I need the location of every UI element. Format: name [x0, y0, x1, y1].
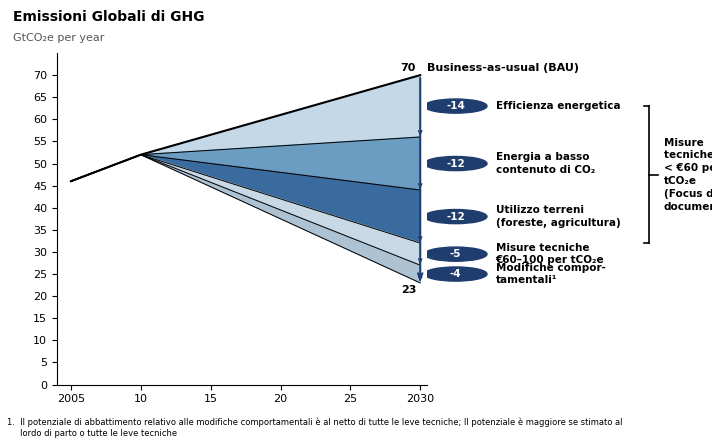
Text: -12: -12	[446, 212, 465, 221]
Text: Efficienza energetica: Efficienza energetica	[496, 101, 620, 111]
Ellipse shape	[424, 99, 487, 113]
Text: Utilizzo terreni
(foreste, agricultura): Utilizzo terreni (foreste, agricultura)	[496, 206, 620, 228]
Polygon shape	[71, 155, 420, 265]
Text: Modifiche compor-
tamentali¹: Modifiche compor- tamentali¹	[496, 263, 605, 285]
Polygon shape	[71, 75, 420, 181]
Ellipse shape	[424, 210, 487, 224]
Text: GtCO₂e per year: GtCO₂e per year	[13, 33, 104, 43]
Text: 23: 23	[401, 285, 416, 295]
Text: Energia a basso
contenuto di CO₂: Energia a basso contenuto di CO₂	[496, 152, 595, 175]
Text: Business-as-usual (BAU): Business-as-usual (BAU)	[427, 63, 579, 73]
Ellipse shape	[424, 267, 487, 281]
Text: 1.  Il potenziale di abbattimento relativo alle modifiche comportamentali è al n: 1. Il potenziale di abbattimento relativ…	[7, 418, 622, 438]
Text: -5: -5	[450, 249, 461, 259]
Text: -4: -4	[450, 269, 461, 279]
Text: -14: -14	[446, 101, 465, 111]
Polygon shape	[71, 155, 420, 243]
Text: Misure tecniche
€60–100 per tCO₂e: Misure tecniche €60–100 per tCO₂e	[496, 243, 604, 265]
Polygon shape	[71, 155, 420, 283]
Text: Misure
tecniche a
< €60 per
tCO₂e
(Focus del
documento): Misure tecniche a < €60 per tCO₂e (Focus…	[664, 137, 712, 212]
Ellipse shape	[424, 247, 487, 261]
Ellipse shape	[424, 156, 487, 171]
Text: 70: 70	[401, 63, 416, 73]
Polygon shape	[71, 137, 420, 190]
Text: -12: -12	[446, 159, 465, 168]
Text: Emissioni Globali di GHG: Emissioni Globali di GHG	[13, 10, 204, 24]
